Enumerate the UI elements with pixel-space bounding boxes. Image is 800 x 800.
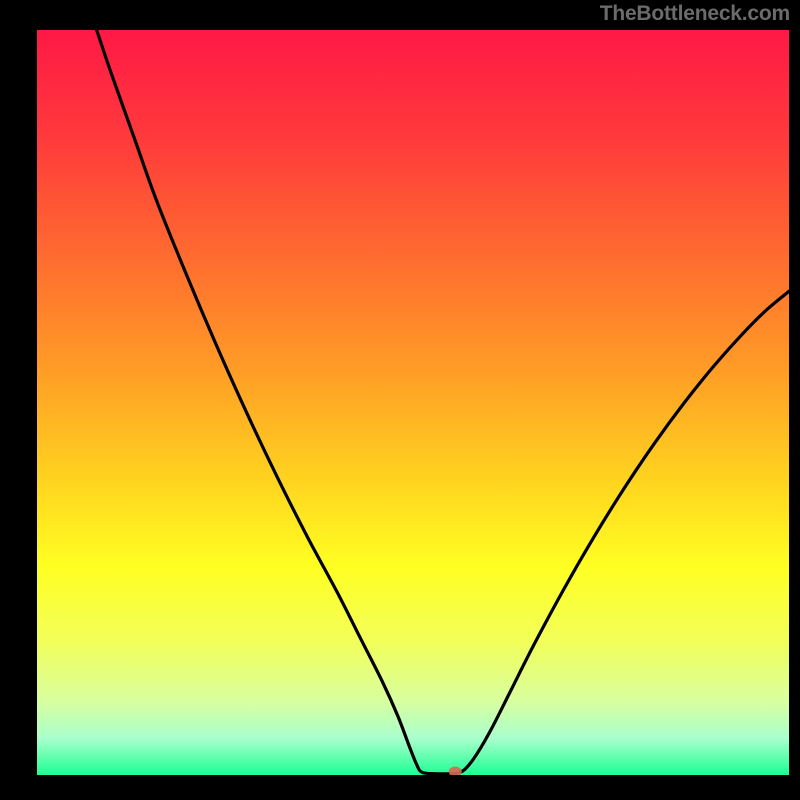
chart-stage: TheBottleneck.com — [0, 0, 800, 800]
bottleneck-curve-chart — [0, 0, 800, 800]
watermark-text: TheBottleneck.com — [600, 2, 790, 26]
plot-background — [36, 29, 790, 776]
